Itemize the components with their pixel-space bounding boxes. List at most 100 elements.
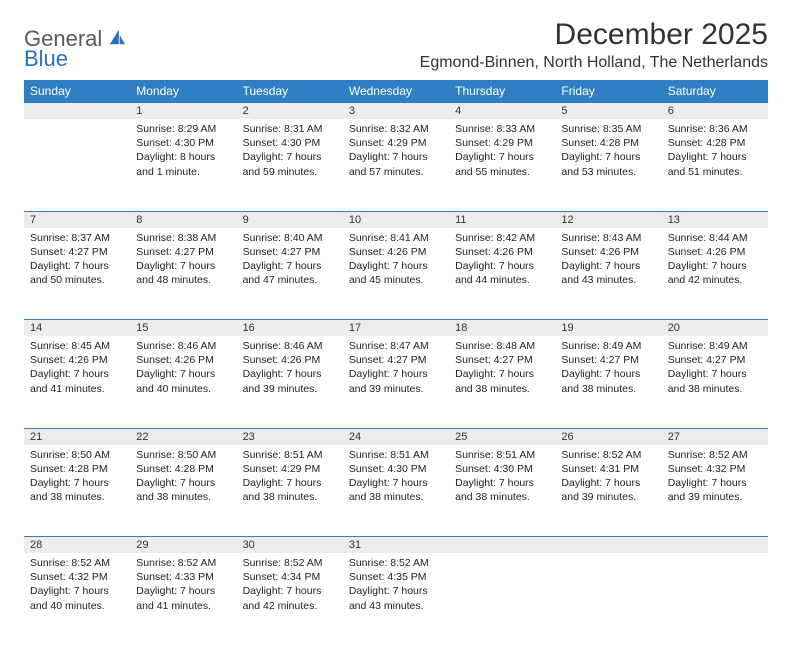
weekday-header: Tuesday bbox=[237, 80, 343, 103]
daylight-text: and 45 minutes. bbox=[349, 273, 443, 287]
day-cell: Sunrise: 8:46 AMSunset: 4:26 PMDaylight:… bbox=[130, 336, 236, 428]
sunrise-text: Sunrise: 8:40 AM bbox=[243, 231, 337, 245]
daylight-text: and 38 minutes. bbox=[349, 490, 443, 504]
daylight-text: Daylight: 7 hours bbox=[243, 584, 337, 598]
day-number: 23 bbox=[237, 428, 343, 445]
day-cell: Sunrise: 8:52 AMSunset: 4:35 PMDaylight:… bbox=[343, 553, 449, 645]
daylight-text: and 44 minutes. bbox=[455, 273, 549, 287]
sunrise-text: Sunrise: 8:51 AM bbox=[243, 448, 337, 462]
sunrise-text: Sunrise: 8:52 AM bbox=[30, 556, 124, 570]
sunset-text: Sunset: 4:29 PM bbox=[243, 462, 337, 476]
daylight-text: Daylight: 7 hours bbox=[136, 584, 230, 598]
day-number: 14 bbox=[24, 320, 130, 337]
day-number-row: 14151617181920 bbox=[24, 320, 768, 337]
daylight-text: Daylight: 7 hours bbox=[455, 259, 549, 273]
day-number: 31 bbox=[343, 537, 449, 554]
sunset-text: Sunset: 4:30 PM bbox=[455, 462, 549, 476]
day-number: 1 bbox=[130, 103, 236, 120]
sunrise-text: Sunrise: 8:49 AM bbox=[561, 339, 655, 353]
day-number: 26 bbox=[555, 428, 661, 445]
daylight-text: Daylight: 7 hours bbox=[561, 150, 655, 164]
daylight-text: Daylight: 7 hours bbox=[668, 150, 762, 164]
daylight-text: and 41 minutes. bbox=[136, 599, 230, 613]
daylight-text: Daylight: 7 hours bbox=[455, 476, 549, 490]
daylight-text: and 59 minutes. bbox=[243, 165, 337, 179]
daylight-text: Daylight: 7 hours bbox=[243, 367, 337, 381]
day-content-row: Sunrise: 8:45 AMSunset: 4:26 PMDaylight:… bbox=[24, 336, 768, 428]
daylight-text: and 1 minute. bbox=[136, 165, 230, 179]
sunset-text: Sunset: 4:27 PM bbox=[136, 245, 230, 259]
weekday-header: Saturday bbox=[662, 80, 768, 103]
day-number: 22 bbox=[130, 428, 236, 445]
daylight-text: and 53 minutes. bbox=[561, 165, 655, 179]
day-cell: Sunrise: 8:51 AMSunset: 4:30 PMDaylight:… bbox=[343, 445, 449, 537]
day-number: 17 bbox=[343, 320, 449, 337]
weekday-header: Monday bbox=[130, 80, 236, 103]
day-number: 30 bbox=[237, 537, 343, 554]
day-number: 5 bbox=[555, 103, 661, 120]
day-number-row: 21222324252627 bbox=[24, 428, 768, 445]
day-number: 25 bbox=[449, 428, 555, 445]
day-number bbox=[555, 537, 661, 554]
day-number: 3 bbox=[343, 103, 449, 120]
daylight-text: and 40 minutes. bbox=[30, 599, 124, 613]
day-number: 2 bbox=[237, 103, 343, 120]
daylight-text: and 43 minutes. bbox=[349, 599, 443, 613]
sunrise-text: Sunrise: 8:38 AM bbox=[136, 231, 230, 245]
day-content-row: Sunrise: 8:52 AMSunset: 4:32 PMDaylight:… bbox=[24, 553, 768, 645]
daylight-text: Daylight: 7 hours bbox=[349, 584, 443, 598]
day-number bbox=[449, 537, 555, 554]
sunset-text: Sunset: 4:26 PM bbox=[243, 353, 337, 367]
day-number: 11 bbox=[449, 211, 555, 228]
daylight-text: Daylight: 7 hours bbox=[30, 259, 124, 273]
daylight-text: and 39 minutes. bbox=[668, 490, 762, 504]
day-number: 10 bbox=[343, 211, 449, 228]
sunrise-text: Sunrise: 8:51 AM bbox=[455, 448, 549, 462]
daylight-text: Daylight: 7 hours bbox=[455, 367, 549, 381]
day-number: 12 bbox=[555, 211, 661, 228]
sunrise-text: Sunrise: 8:49 AM bbox=[668, 339, 762, 353]
daylight-text: Daylight: 8 hours bbox=[136, 150, 230, 164]
day-number: 20 bbox=[662, 320, 768, 337]
calendar-table: Sunday Monday Tuesday Wednesday Thursday… bbox=[24, 80, 768, 645]
weekday-header: Friday bbox=[555, 80, 661, 103]
sunset-text: Sunset: 4:32 PM bbox=[668, 462, 762, 476]
daylight-text: Daylight: 7 hours bbox=[243, 476, 337, 490]
day-number: 29 bbox=[130, 537, 236, 554]
daylight-text: Daylight: 7 hours bbox=[455, 150, 549, 164]
daylight-text: and 42 minutes. bbox=[243, 599, 337, 613]
day-cell: Sunrise: 8:45 AMSunset: 4:26 PMDaylight:… bbox=[24, 336, 130, 428]
day-number: 28 bbox=[24, 537, 130, 554]
day-cell: Sunrise: 8:47 AMSunset: 4:27 PMDaylight:… bbox=[343, 336, 449, 428]
daylight-text: Daylight: 7 hours bbox=[668, 476, 762, 490]
day-number-row: 28293031 bbox=[24, 537, 768, 554]
day-number-row: 78910111213 bbox=[24, 211, 768, 228]
sunrise-text: Sunrise: 8:52 AM bbox=[136, 556, 230, 570]
daylight-text: and 38 minutes. bbox=[455, 382, 549, 396]
sunset-text: Sunset: 4:35 PM bbox=[349, 570, 443, 584]
sunrise-text: Sunrise: 8:33 AM bbox=[455, 122, 549, 136]
sunset-text: Sunset: 4:27 PM bbox=[30, 245, 124, 259]
sunset-text: Sunset: 4:28 PM bbox=[136, 462, 230, 476]
day-cell: Sunrise: 8:50 AMSunset: 4:28 PMDaylight:… bbox=[130, 445, 236, 537]
daylight-text: and 38 minutes. bbox=[561, 382, 655, 396]
day-number: 27 bbox=[662, 428, 768, 445]
daylight-text: and 48 minutes. bbox=[136, 273, 230, 287]
sunset-text: Sunset: 4:32 PM bbox=[30, 570, 124, 584]
daylight-text: and 51 minutes. bbox=[668, 165, 762, 179]
location: Egmond-Binnen, North Holland, The Nether… bbox=[420, 54, 768, 72]
day-cell: Sunrise: 8:49 AMSunset: 4:27 PMDaylight:… bbox=[555, 336, 661, 428]
day-cell bbox=[24, 119, 130, 211]
sunrise-text: Sunrise: 8:52 AM bbox=[349, 556, 443, 570]
daylight-text: and 40 minutes. bbox=[136, 382, 230, 396]
day-cell: Sunrise: 8:42 AMSunset: 4:26 PMDaylight:… bbox=[449, 228, 555, 320]
sunrise-text: Sunrise: 8:43 AM bbox=[561, 231, 655, 245]
daylight-text: and 39 minutes. bbox=[349, 382, 443, 396]
daylight-text: Daylight: 7 hours bbox=[136, 367, 230, 381]
header: General Blue December 2025 Egmond-Binnen… bbox=[24, 18, 768, 72]
day-number: 7 bbox=[24, 211, 130, 228]
day-cell: Sunrise: 8:52 AMSunset: 4:33 PMDaylight:… bbox=[130, 553, 236, 645]
day-cell: Sunrise: 8:48 AMSunset: 4:27 PMDaylight:… bbox=[449, 336, 555, 428]
sunset-text: Sunset: 4:28 PM bbox=[30, 462, 124, 476]
sunrise-text: Sunrise: 8:36 AM bbox=[668, 122, 762, 136]
